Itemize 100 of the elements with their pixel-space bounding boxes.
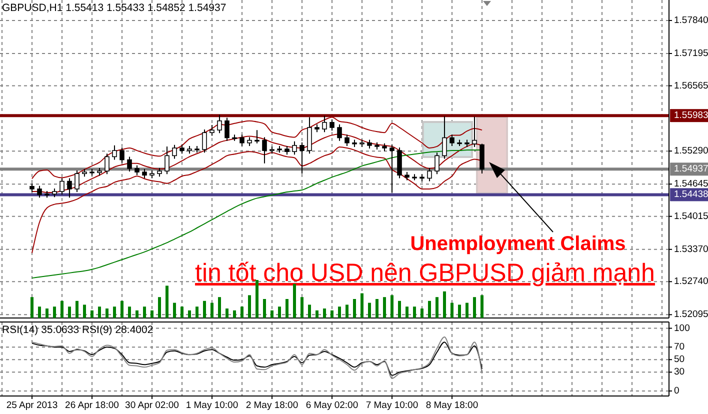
candlestick xyxy=(472,116,477,148)
annotation: Unemployment Claims xyxy=(410,233,626,255)
candlestick xyxy=(112,144,117,160)
bar xyxy=(53,306,56,318)
y-tick-label: 1.57195 xyxy=(674,48,708,60)
bar xyxy=(68,306,71,318)
candlestick xyxy=(120,146,124,164)
x-tick-label: 7 May 10:00 xyxy=(366,400,418,411)
y-tick-label: 100 xyxy=(674,322,690,334)
bar xyxy=(473,297,476,318)
bar xyxy=(286,299,288,318)
candlestick xyxy=(307,116,312,154)
x-tick-label: 1 May 10:00 xyxy=(186,400,238,411)
annotation: tin tốt cho USD nên GBPUSD giảm mạnh xyxy=(195,259,655,287)
bar xyxy=(338,306,341,318)
bar xyxy=(128,306,131,318)
bar xyxy=(90,310,94,318)
candlestick xyxy=(322,115,327,133)
bar xyxy=(150,310,154,318)
bar xyxy=(443,291,446,318)
y-tick-label: 1.54645 xyxy=(674,178,708,190)
candlestick xyxy=(127,156,132,172)
bar xyxy=(316,310,318,318)
x-tick-label: 8 May 18:00 xyxy=(426,400,478,411)
bar xyxy=(450,302,454,318)
bar xyxy=(360,293,364,318)
candlestick xyxy=(142,168,147,179)
y-tick-label: 0 xyxy=(674,385,680,396)
bar xyxy=(226,308,228,318)
bar xyxy=(330,310,334,318)
candlestick xyxy=(390,144,394,194)
bar xyxy=(38,306,41,318)
y-tick-label: 1.55290 xyxy=(674,146,708,157)
candlestick xyxy=(202,129,207,154)
bar xyxy=(480,295,484,318)
candlestick xyxy=(224,117,230,142)
candlestick xyxy=(217,114,222,134)
x-tick-label: 25 Apr 2013 xyxy=(6,400,58,411)
x-tick-label: 30 Apr 02:00 xyxy=(125,400,179,411)
bar xyxy=(248,295,251,318)
bar xyxy=(323,308,326,318)
bar xyxy=(143,306,146,318)
bar xyxy=(166,286,168,318)
candlestick xyxy=(37,185,42,198)
candlestick xyxy=(300,142,304,174)
bar xyxy=(436,297,438,318)
bar xyxy=(270,310,274,318)
bar xyxy=(376,299,378,318)
bar xyxy=(346,304,348,318)
bar xyxy=(210,302,214,318)
bar xyxy=(278,306,281,318)
bar xyxy=(308,304,311,318)
candlestick xyxy=(337,124,342,142)
candlestick xyxy=(344,134,350,146)
chart-title: GBPUSD,H1 1.55413 1.55433 1.54852 1.54937 xyxy=(2,2,226,14)
chart-title: RSI(14) 35.0633 RSI(9) 28.4002 xyxy=(2,324,154,336)
bar xyxy=(398,300,401,318)
bar xyxy=(188,310,191,318)
y-tick-label: 1.56565 xyxy=(674,80,708,92)
candlestick xyxy=(74,170,80,193)
y-tick-label: 1.52740 xyxy=(674,276,708,288)
y-tick-label: 1.52095 xyxy=(674,309,708,320)
y-tick-label: 70 xyxy=(674,342,685,353)
bar xyxy=(83,304,86,318)
candlestick xyxy=(134,164,140,176)
bar xyxy=(413,306,416,318)
bar xyxy=(136,310,138,318)
bar xyxy=(158,297,161,318)
candlestick xyxy=(254,130,260,144)
x-tick-label: 26 Apr 18:00 xyxy=(65,400,119,411)
bar xyxy=(203,300,206,318)
x-tick-label: 2 May 18:00 xyxy=(246,400,298,411)
bar xyxy=(113,306,116,318)
candlestick xyxy=(67,178,72,198)
bar xyxy=(240,306,244,318)
bar xyxy=(98,306,101,318)
candlestick xyxy=(427,167,432,182)
candlestick xyxy=(240,134,244,146)
candlestick xyxy=(434,152,440,175)
bar xyxy=(466,302,468,318)
bar xyxy=(368,302,371,318)
bar xyxy=(30,297,34,318)
bar xyxy=(60,300,64,318)
y-tick-label: 1.57840 xyxy=(674,14,708,26)
y-tick-label: 30 xyxy=(674,366,685,378)
x-tick-label: 6 May 02:00 xyxy=(306,400,358,411)
bar xyxy=(196,306,198,318)
ref-line-label: 1.55983 xyxy=(674,110,708,122)
y-tick-label: 50 xyxy=(674,354,685,366)
bar xyxy=(353,299,356,318)
bar xyxy=(46,308,48,318)
bar xyxy=(420,308,424,318)
bar xyxy=(76,300,78,318)
candlestick xyxy=(330,118,334,132)
bar xyxy=(106,308,108,318)
bar xyxy=(390,295,394,318)
bar xyxy=(293,284,296,318)
bar xyxy=(263,299,266,318)
bar xyxy=(173,302,176,318)
bar xyxy=(300,297,304,318)
